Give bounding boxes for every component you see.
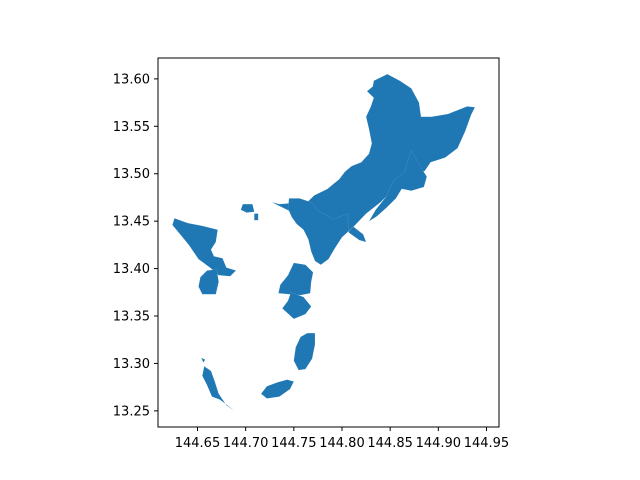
region-mid-west: [278, 262, 314, 296]
x-tick-label: 144.85: [367, 436, 413, 451]
region-west-coast-outlier: [240, 203, 255, 213]
y-tick-label: 13.50: [113, 167, 150, 182]
y-axis-ticks: 13.25 13.30 13.35 13.40 13.45 13.50 13.55 13.60: [113, 72, 158, 419]
x-tick-label: 144.95: [464, 436, 510, 451]
region-north-east-arm: [368, 149, 427, 222]
region-south-east: [293, 332, 316, 371]
x-tick-label: 144.75: [271, 436, 317, 451]
x-axis-ticks: 144.65 144.70 144.75 144.80 144.85 144.90 144.…: [175, 427, 509, 451]
axes-frame: [157, 57, 500, 428]
region-south-central: [260, 379, 294, 399]
y-tick-label: 13.25: [113, 404, 150, 419]
x-tick-label: 144.70: [223, 436, 269, 451]
y-tick-label: 13.30: [113, 357, 150, 372]
region-south-west: [202, 366, 235, 412]
y-tick-label: 13.40: [113, 262, 150, 277]
x-tick-label: 144.80: [319, 436, 365, 451]
region-apra-south-lobe: [198, 269, 219, 295]
region-south-west-islet: [201, 357, 206, 363]
x-tick-label: 144.90: [416, 436, 462, 451]
y-tick-label: 13.55: [113, 120, 150, 135]
region-west-coast-islet: [254, 213, 259, 221]
y-tick-label: 13.35: [113, 310, 150, 325]
region-orote-peninsula: [172, 218, 237, 277]
region-central-hills: [287, 198, 367, 265]
x-tick-label: 144.65: [175, 436, 221, 451]
map-regions: [172, 73, 476, 412]
region-mid-west-lower: [282, 292, 312, 320]
y-tick-label: 13.60: [113, 72, 150, 87]
y-tick-label: 13.45: [113, 215, 150, 230]
